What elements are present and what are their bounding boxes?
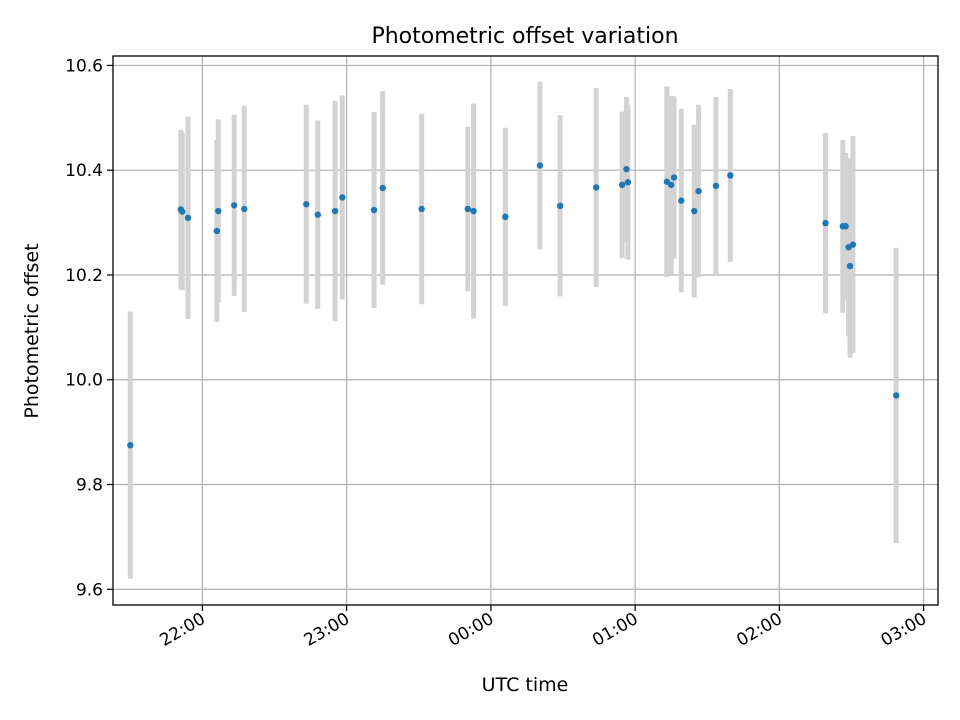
data-point <box>536 162 544 169</box>
y-tick-label: 9.8 <box>76 476 103 496</box>
data-point <box>667 181 675 189</box>
data-point <box>691 207 698 215</box>
data-point <box>846 262 854 270</box>
data-point <box>213 227 221 235</box>
data-point <box>695 187 702 195</box>
data-point <box>892 392 900 399</box>
data-point <box>184 214 192 222</box>
data-point <box>822 219 829 227</box>
y-tick-label: 9.6 <box>76 580 103 600</box>
data-point <box>379 184 386 192</box>
data-point <box>331 207 339 215</box>
data-point <box>303 201 310 208</box>
data-point <box>624 179 632 186</box>
y-tick-label: 10.6 <box>65 56 103 76</box>
data-point <box>241 205 248 213</box>
data-point <box>678 197 685 204</box>
data-point <box>418 205 425 213</box>
data-point <box>179 208 186 215</box>
data-point <box>464 205 472 213</box>
chart-title: Photometric offset variation <box>371 24 678 49</box>
data-point <box>215 207 222 215</box>
data-point <box>618 181 626 189</box>
y-tick-label: 10.0 <box>65 371 103 391</box>
data-point <box>370 206 378 214</box>
data-point <box>727 172 734 179</box>
data-point <box>712 182 720 190</box>
data-points <box>127 162 900 449</box>
grid <box>113 56 938 605</box>
data-point <box>127 442 134 449</box>
x-axis-label: UTC time <box>482 674 569 696</box>
y-tick-label: 10.4 <box>65 161 103 181</box>
y-axis-label: Photometric offset <box>21 243 43 418</box>
data-point <box>339 194 346 201</box>
data-point <box>314 211 322 218</box>
data-point <box>556 202 564 210</box>
data-point <box>592 184 600 191</box>
data-point <box>470 207 477 215</box>
data-point <box>849 241 857 248</box>
data-point <box>842 223 849 230</box>
data-point <box>623 165 630 173</box>
y-tick-label: 10.2 <box>65 266 103 286</box>
data-point <box>502 213 509 221</box>
plot-frame <box>112 55 939 606</box>
data-point <box>230 202 238 209</box>
data-point <box>670 174 678 181</box>
